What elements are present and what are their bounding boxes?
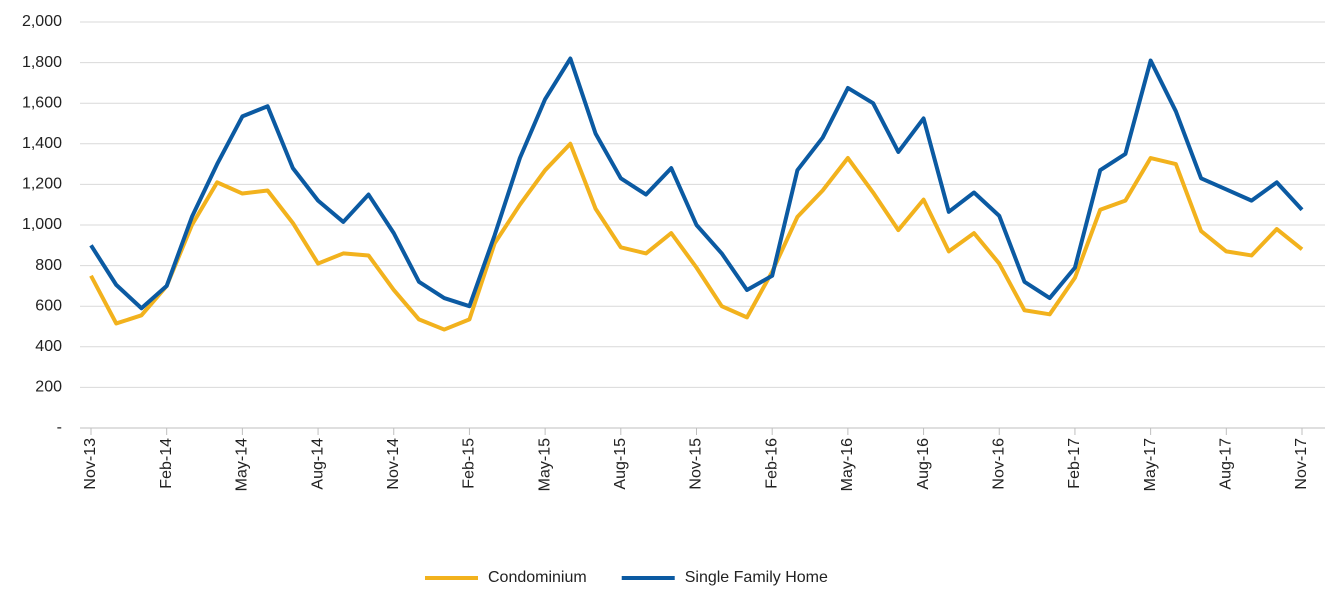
y-tick-label: 1,400 [22,135,62,152]
x-tick-label: Aug-14 [309,438,326,490]
x-tick-label: May-15 [536,438,553,491]
x-tick-label: Nov-17 [1293,438,1310,490]
y-tick-label: - [57,419,62,436]
y-tick-label: 800 [35,257,62,274]
legend-label: Condominium [488,569,587,586]
y-tick-label: 1,800 [22,54,62,71]
x-tick-label: Feb-17 [1066,438,1083,489]
x-tick-label: Aug-16 [915,438,932,490]
y-tick-label: 1,000 [22,216,62,233]
x-tick-label: May-14 [234,438,251,491]
y-tick-label: 200 [35,379,62,396]
x-tick-label: Nov-15 [688,438,705,490]
x-tick-label: Nov-14 [385,438,402,490]
y-tick-label: 600 [35,297,62,314]
y-tick-label: 1,200 [22,176,62,193]
x-tick-label: Nov-16 [990,438,1007,490]
x-tick-label: Nov-13 [82,438,99,490]
x-tick-label: May-17 [1142,438,1159,491]
x-tick-label: Aug-15 [612,438,629,490]
x-tick-label: May-16 [839,438,856,491]
x-tick-label: Feb-14 [158,438,175,489]
x-tick-label: Feb-16 [763,438,780,489]
y-tick-label: 1,600 [22,94,62,111]
x-tick-label: Feb-15 [461,438,478,489]
series-line [89,56,1304,311]
series-line [89,141,1304,332]
legend-label: Single Family Home [685,569,828,586]
x-tick-label: Aug-17 [1218,438,1235,490]
y-tick-label: 2,000 [22,13,62,30]
y-tick-label: 400 [35,338,62,355]
